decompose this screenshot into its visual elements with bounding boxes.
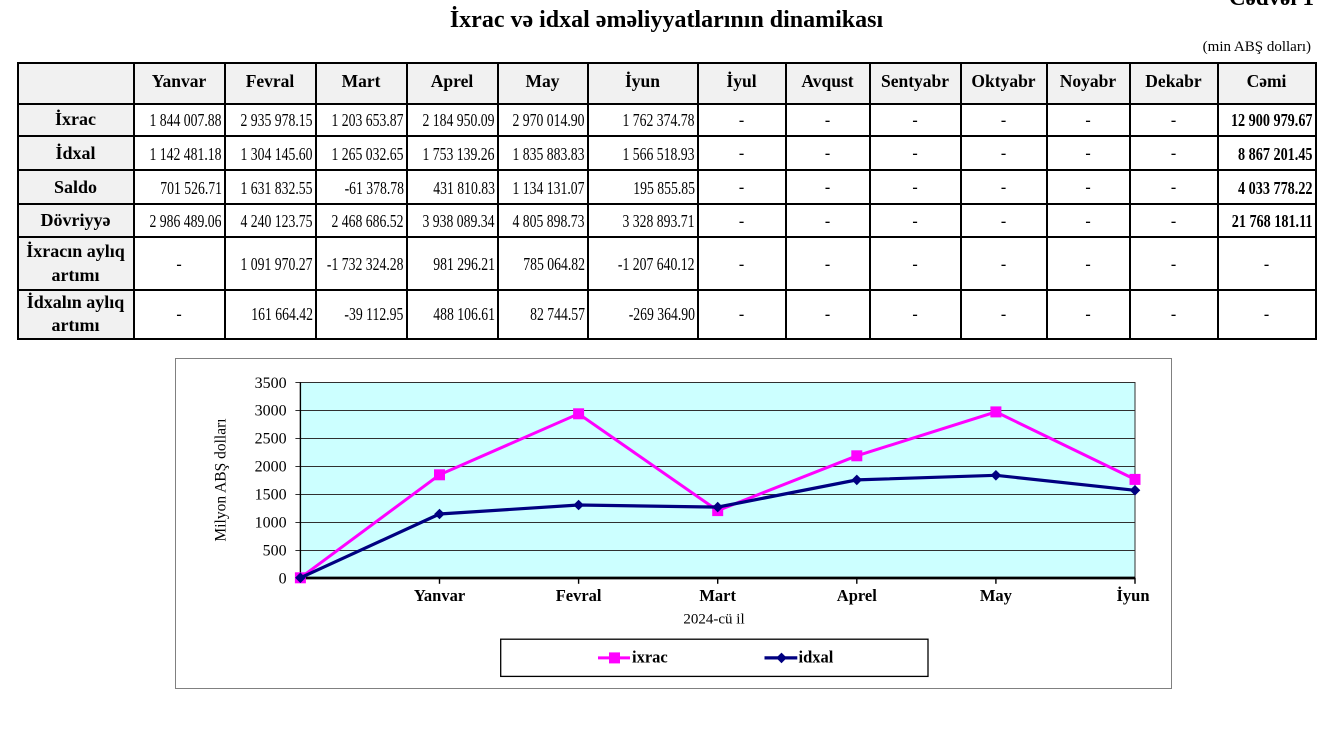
- svg-text:2024-cü il: 2024-cü il: [683, 612, 744, 628]
- svg-text:Milyon ABŞ dolları: Milyon ABŞ dolları: [212, 418, 229, 542]
- svg-text:ixrac: ixrac: [632, 648, 668, 667]
- svg-text:Mart: Mart: [699, 586, 736, 605]
- svg-text:500: 500: [263, 542, 287, 559]
- svg-text:Aprel: Aprel: [837, 586, 877, 605]
- svg-text:İyun: İyun: [1116, 586, 1149, 605]
- svg-text:1500: 1500: [255, 487, 287, 504]
- svg-text:idxal: idxal: [799, 648, 834, 667]
- svg-text:Yanvar: Yanvar: [414, 586, 465, 605]
- svg-text:May: May: [980, 586, 1013, 605]
- svg-text:3500: 3500: [255, 375, 287, 392]
- svg-text:3000: 3000: [255, 403, 287, 420]
- svg-text:2500: 2500: [255, 431, 287, 448]
- svg-text:1000: 1000: [255, 514, 287, 531]
- svg-text:2000: 2000: [255, 459, 287, 476]
- svg-text:Fevral: Fevral: [556, 586, 602, 605]
- svg-text:0: 0: [279, 570, 287, 587]
